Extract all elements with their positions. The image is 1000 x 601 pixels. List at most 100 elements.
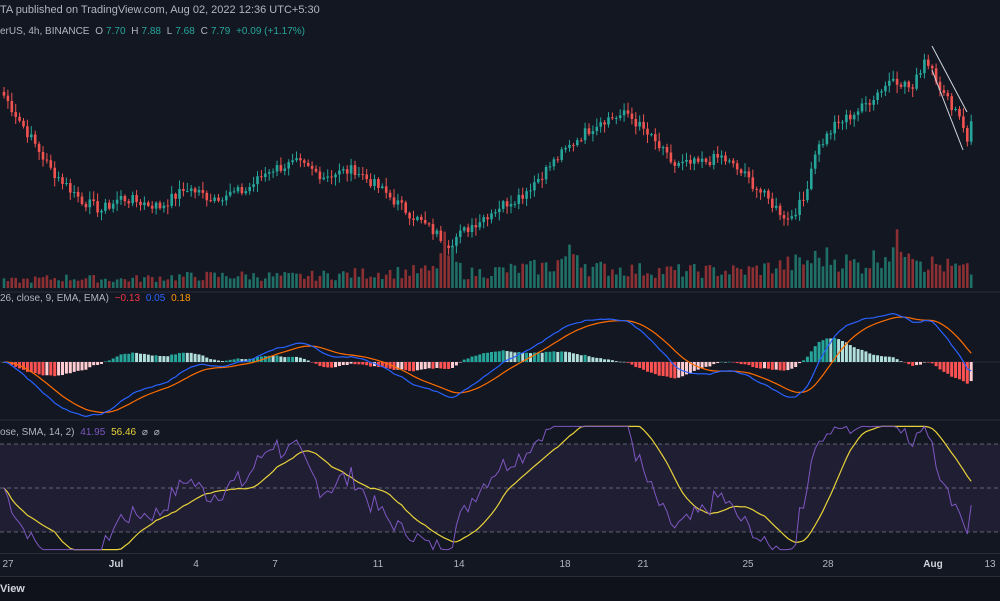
time-axis-tick: 7 <box>272 559 278 570</box>
volume-bar <box>969 274 973 288</box>
candle-body <box>361 174 365 176</box>
macd-hist-bar <box>334 362 337 368</box>
volume-bar <box>954 263 957 288</box>
volume-bar <box>615 274 618 288</box>
macd-hist-bar <box>306 360 310 362</box>
candle-body <box>338 170 341 175</box>
candle-body <box>700 158 704 162</box>
candle-body <box>747 171 751 178</box>
macd-hist-bar <box>833 338 837 362</box>
macd-hist-bar <box>291 356 295 362</box>
candle-body <box>420 216 423 220</box>
macd-hist-bar <box>813 346 817 362</box>
macd-hist-bar <box>142 353 146 362</box>
volume-bar <box>435 268 439 288</box>
candle-body <box>693 158 696 164</box>
candle-body <box>482 217 485 223</box>
volume-bar <box>821 266 825 288</box>
symbol-label[interactable]: erUS, 4h, BINANCE <box>0 26 90 37</box>
macd-hist-bar <box>41 362 45 376</box>
macd-params[interactable]: 26, close, 9, EMA, EMA) <box>0 293 109 304</box>
candle-body <box>53 167 56 179</box>
candle-body <box>459 230 462 237</box>
macd-hist-bar <box>162 356 166 362</box>
volume-bar <box>474 275 478 288</box>
macd-signal-value: 0.05 <box>145 293 166 304</box>
volume-bar <box>18 282 21 288</box>
candle-body <box>252 184 255 188</box>
candle-body <box>201 190 205 193</box>
macd-hist-bar <box>470 356 474 362</box>
candle-body <box>423 219 427 224</box>
candle-body <box>76 191 80 197</box>
candle-body <box>143 202 146 206</box>
chart-area[interactable] <box>0 0 1000 576</box>
volume-bar <box>494 267 497 288</box>
macd-hist-bar <box>595 357 599 362</box>
volume-bar <box>556 260 560 288</box>
volume-bar <box>716 276 719 288</box>
candle-body <box>474 225 478 228</box>
candle-body <box>576 140 579 146</box>
candle-body <box>654 134 657 142</box>
candle-body <box>127 201 131 204</box>
macd-hist-bar <box>345 362 349 366</box>
volume-bar <box>712 267 716 288</box>
candle-body <box>732 160 735 164</box>
low-key: L <box>166 26 173 37</box>
volume-bar <box>228 278 232 288</box>
macd-hist-bar <box>610 360 614 362</box>
macd-hist-bar <box>704 362 708 367</box>
candle-body <box>322 177 326 180</box>
macd-hist-bar <box>630 362 634 365</box>
volume-bar <box>470 267 474 288</box>
macd-hist-bar <box>256 356 259 362</box>
time-axis[interactable]: 27 Jul 4 7 11 14 18 21 25 28 Aug 13 <box>0 553 1000 576</box>
volume-bar <box>49 279 53 288</box>
time-axis-tick: 11 <box>372 559 384 570</box>
macd-hist-bar <box>961 362 965 382</box>
volume-bar <box>381 279 384 288</box>
macd-hist-bar <box>466 358 470 362</box>
macd-hist-bar <box>490 351 493 362</box>
volume-bar <box>704 265 708 288</box>
macd-hist-bar <box>64 362 68 374</box>
macd-hist-bar <box>731 362 735 363</box>
volume-bar <box>525 264 528 288</box>
macd-hist-bar <box>568 352 571 362</box>
candle-body <box>845 114 848 123</box>
candle-body <box>505 201 509 207</box>
candle-body <box>408 212 411 219</box>
candle-body <box>810 168 813 190</box>
macd-hist-bar <box>462 359 466 362</box>
candle-body <box>303 160 306 163</box>
macd-hist-bar <box>735 362 739 364</box>
rsi-params[interactable]: ose, SMA, 14, 2) <box>0 427 75 438</box>
candle-body <box>915 74 918 89</box>
candle-body <box>462 227 466 231</box>
candle-body <box>353 165 357 175</box>
volume-bar <box>408 275 411 288</box>
volume-bar <box>544 262 548 288</box>
candle-body <box>611 117 614 119</box>
volume-bar <box>400 278 404 288</box>
macd-hist-bar <box>774 362 778 370</box>
candle-body <box>669 152 673 163</box>
rsi-legend: ose, SMA, 14, 2) 41.95 56.46 ⌀ ⌀ <box>0 427 163 438</box>
macd-hist-bar <box>84 362 88 370</box>
macd-hist-bar <box>423 362 427 370</box>
candle-body <box>170 193 173 206</box>
macd-hist-bar <box>876 355 880 362</box>
macd-hist-bar <box>244 359 248 362</box>
macd-hist-bar <box>942 362 946 372</box>
candle-body <box>384 186 388 193</box>
macd-hist-bar <box>49 362 53 376</box>
macd-hist-bar <box>29 362 33 373</box>
macd-hist-bar <box>809 351 813 362</box>
macd-hist-bar <box>380 362 384 368</box>
candle-body <box>365 174 368 180</box>
volume-bar <box>182 276 185 288</box>
candle-body <box>494 212 497 214</box>
candle-body <box>416 216 419 221</box>
candle-body <box>466 227 470 233</box>
